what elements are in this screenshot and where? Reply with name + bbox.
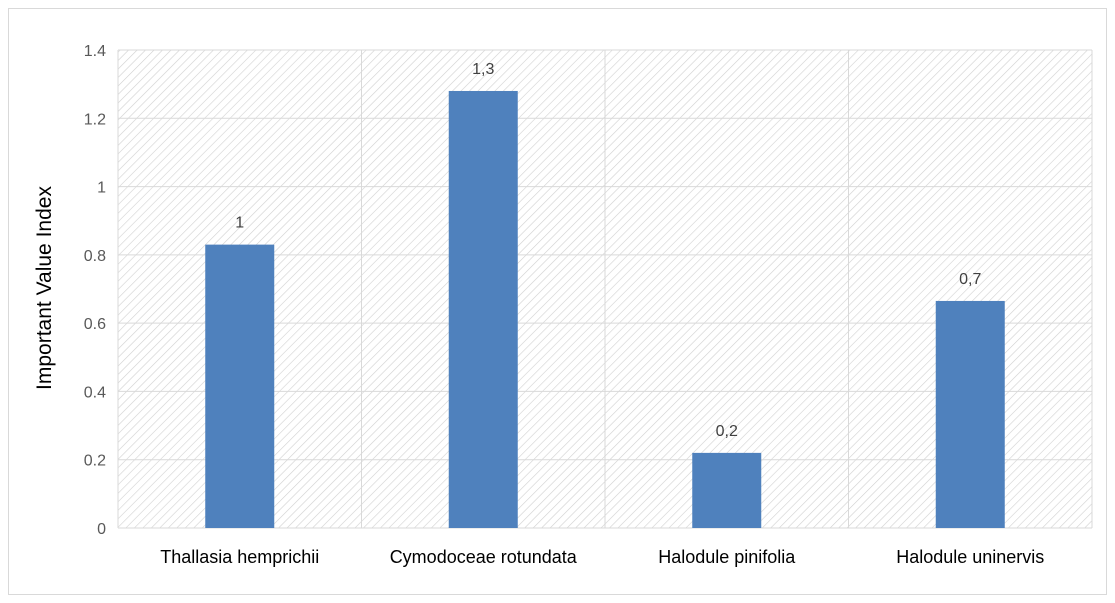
bar xyxy=(448,90,518,528)
y-tick-label: 0.2 xyxy=(84,453,106,470)
x-category-labels: Thallasia hemprichii Cymodoceae rotundata… xyxy=(160,547,1044,567)
bar xyxy=(935,300,1005,528)
y-tick-label: 0.8 xyxy=(84,248,106,265)
y-tick-label: 1.2 xyxy=(84,111,106,128)
y-tick-labels: 0 0.2 0.4 0.6 0.8 1 1.2 1.4 xyxy=(84,43,106,538)
gridlines xyxy=(117,49,1093,529)
x-category-label: Thallasia hemprichii xyxy=(160,547,319,567)
y-axis-label: Important Value Index xyxy=(33,186,56,390)
bar xyxy=(692,452,762,528)
x-category-label: Halodule pinifolia xyxy=(658,547,796,567)
y-tick-label: 1 xyxy=(97,180,106,197)
bar xyxy=(205,244,275,528)
y-tick-label: 0.4 xyxy=(84,384,106,401)
y-tick-label: 0 xyxy=(97,521,106,538)
data-label: 1 xyxy=(235,215,244,232)
x-category-label: Cymodoceae rotundata xyxy=(390,547,578,567)
x-category-label: Halodule uninervis xyxy=(896,547,1044,567)
data-labels: 1 1,3 0,2 0,7 xyxy=(235,61,981,440)
y-tick-label: 0.6 xyxy=(84,316,106,333)
bars xyxy=(205,90,1005,528)
data-label: 0,7 xyxy=(959,271,981,288)
data-label: 0,2 xyxy=(716,423,738,440)
data-label: 1,3 xyxy=(472,61,494,78)
y-tick-label: 1.4 xyxy=(84,43,106,60)
